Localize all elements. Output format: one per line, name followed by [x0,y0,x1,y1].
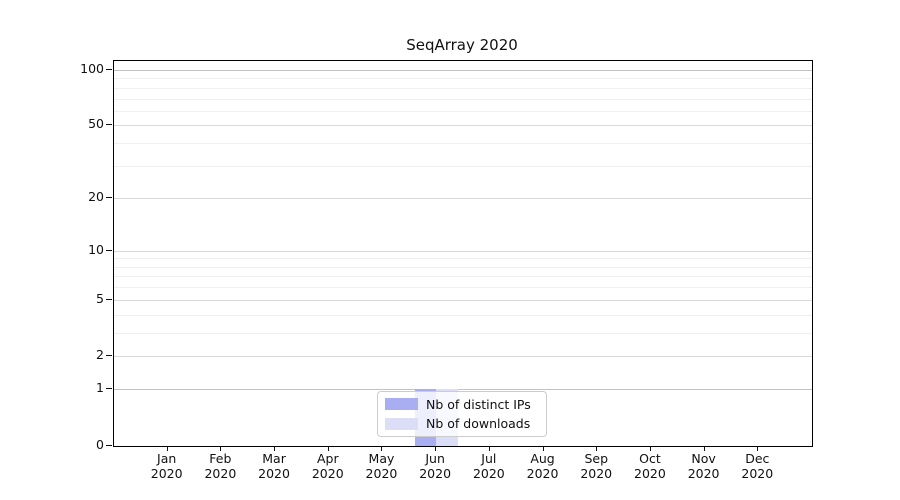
gridline-minor [114,276,812,278]
chart-title: SeqArray 2020 [406,36,518,54]
x-axis-tick [488,446,490,451]
month-label: Dec [745,451,770,466]
x-axis-tick [757,446,759,451]
x-axis-tick [435,446,437,451]
legend-swatch-downloads [385,417,418,430]
month-label: Mar [262,451,286,466]
plot-area [113,60,813,447]
month-label: Jul [481,451,497,466]
x-axis-tick-label: May 2020 [349,451,413,481]
y-axis-tick-label: 2 [96,347,104,363]
gridline-minor [114,258,812,260]
legend: Nb of distinct IPs Nb of downloads [377,391,547,437]
gridline-minor [114,314,812,316]
x-axis-tick [274,446,276,451]
month-label: Jun [425,451,445,466]
gridline-major [114,389,812,391]
x-axis-tick [220,446,222,451]
gridline-minor [114,98,812,100]
gridline-minor [114,110,812,112]
x-axis-tick-label: Oct 2020 [618,451,682,481]
year-label: 2020 [150,466,183,481]
y-axis-tick-label: 1 [96,380,104,396]
gridline-minor [114,332,812,334]
year-label: 2020 [204,466,237,481]
gridline-minor [114,166,812,168]
gridline-minor [114,143,812,145]
month-label: Nov [691,451,716,466]
x-axis-tick [542,446,544,451]
y-axis-tick [106,388,112,390]
gridline-major [114,250,812,252]
year-label: 2020 [580,466,613,481]
gridline-major [114,125,812,127]
gridline-minor [114,87,812,89]
year-label: 2020 [526,466,559,481]
gridline-minor [114,287,812,289]
x-axis-tick-label: Nov 2020 [672,451,736,481]
y-axis-tick-label: 50 [88,116,104,132]
gridline-minor [114,266,812,268]
x-axis-tick [166,446,168,451]
y-axis-tick [106,68,112,70]
legend-item-downloads: Nb of downloads [385,416,546,431]
month-label: May [368,451,395,466]
month-label: Feb [209,451,232,466]
x-axis-tick-label: Aug 2020 [511,451,575,481]
y-axis-tick [106,124,112,126]
y-axis-tick [106,445,112,446]
x-axis-tick-label: Jul 2020 [457,451,521,481]
year-label: 2020 [687,466,720,481]
x-axis-tick [596,446,598,451]
year-label: 2020 [365,466,398,481]
x-axis-tick-label: Jun 2020 [403,451,467,481]
x-axis-tick-label: Apr 2020 [296,451,360,481]
y-axis-tick-label: 0 [96,437,104,452]
x-axis-tick-label: Feb 2020 [188,451,252,481]
y-axis-tick-label: 5 [96,290,104,306]
month-label: Oct [639,451,661,466]
gridline-major [114,299,812,301]
month-label: Apr [316,451,339,466]
gridline-major [114,197,812,199]
x-axis-tick-label: Jan 2020 [135,451,199,481]
y-axis-tick [106,355,112,357]
legend-item-distinct-ips: Nb of distinct IPs [385,397,546,412]
gridline-minor [114,78,812,80]
x-axis-tick-label: Dec 2020 [725,451,789,481]
y-axis-tick-label: 100 [80,60,104,76]
year-label: 2020 [634,466,666,481]
y-axis-tick [106,298,112,300]
x-axis-tick [327,446,329,451]
month-label: Sep [584,451,608,466]
legend-label-downloads: Nb of downloads [426,416,531,432]
legend-swatch-distinct-ips [385,398,418,411]
month-label: Aug [530,451,555,466]
year-label: 2020 [741,466,774,481]
x-axis-tick [703,446,705,451]
y-axis-tick-label: 10 [88,241,104,257]
x-axis-tick [381,446,383,451]
y-axis-tick-label: 20 [88,188,104,204]
x-axis-tick-label: Sep 2020 [564,451,628,481]
y-axis-tick [106,196,112,198]
x-axis-tick [649,446,651,451]
gridline-major [114,356,812,358]
month-label: Jan [157,451,177,466]
year-label: 2020 [419,466,452,481]
year-label: 2020 [258,466,290,481]
x-axis-tick-label: Mar 2020 [242,451,306,481]
legend-label-distinct-ips: Nb of distinct IPs [426,396,531,412]
y-axis-tick [106,249,112,251]
year-label: 2020 [311,466,344,481]
year-label: 2020 [472,466,505,481]
gridline-major [114,69,812,71]
